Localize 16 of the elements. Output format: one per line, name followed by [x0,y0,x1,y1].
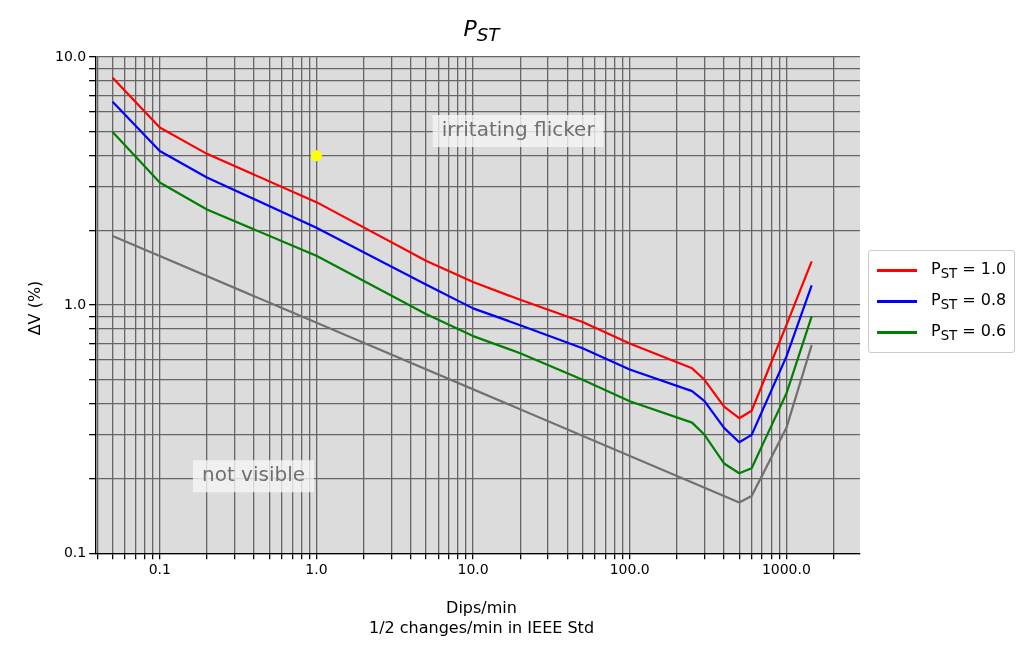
x-tick-label: 10.0 [457,561,489,578]
x-tick-label: 100.0 [609,561,650,578]
y-axis-title: ΔV (%) [24,280,44,336]
y-tick-label: 10.0 [55,47,87,64]
y-tick-label: 0.1 [63,543,87,560]
legend-label: P$_{ST}$ = 1.0 [931,259,1007,282]
annotation: irritating flicker [441,117,596,142]
x-tick-label: 1.0 [305,561,328,578]
legend-label: P$_{ST}$ = 0.8 [931,290,1007,313]
y-tick-label: 1.0 [63,295,87,312]
x-tick-label: 1000.0 [761,561,811,578]
chart-title: P$_{ST}$ [462,16,502,46]
x-axis-title: Dips/min 1/2 changes/min in IEEE Std [367,598,596,638]
x-tick-label: 0.1 [148,561,171,578]
annotation: not visible [201,462,306,487]
legend-label: P$_{ST}$ = 0.6 [931,321,1007,344]
